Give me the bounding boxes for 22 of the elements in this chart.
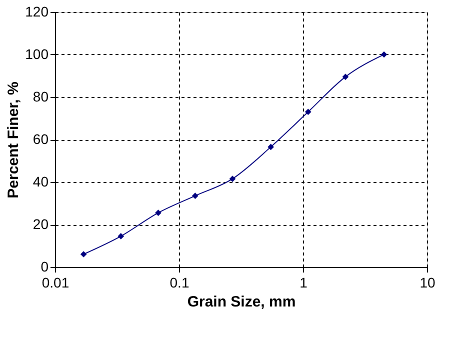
y-axis-title: Percent Finer, % xyxy=(5,82,22,198)
x-tick-label: 0.1 xyxy=(170,274,190,290)
x-tick-label: 0.01 xyxy=(42,274,70,290)
x-tick-label: 1 xyxy=(300,274,308,290)
point xyxy=(342,74,349,80)
point xyxy=(268,144,274,150)
y-tick-label: 40 xyxy=(32,174,49,190)
point xyxy=(118,233,124,240)
point xyxy=(155,210,162,216)
x-tick-label: 10 xyxy=(420,274,436,290)
point xyxy=(304,108,312,116)
point xyxy=(80,251,87,258)
y-tick-label: 80 xyxy=(32,88,49,104)
y-tick-label: 100 xyxy=(25,46,49,62)
y-tick-label: 60 xyxy=(32,131,49,147)
point xyxy=(229,176,236,182)
point xyxy=(380,51,388,58)
y-tick-label: 120 xyxy=(25,4,49,20)
x-axis-title: Grain Size, mm xyxy=(187,294,296,310)
point xyxy=(192,192,198,199)
y-tick-label: 20 xyxy=(32,216,49,232)
y-tick-label: 0 xyxy=(40,258,49,274)
